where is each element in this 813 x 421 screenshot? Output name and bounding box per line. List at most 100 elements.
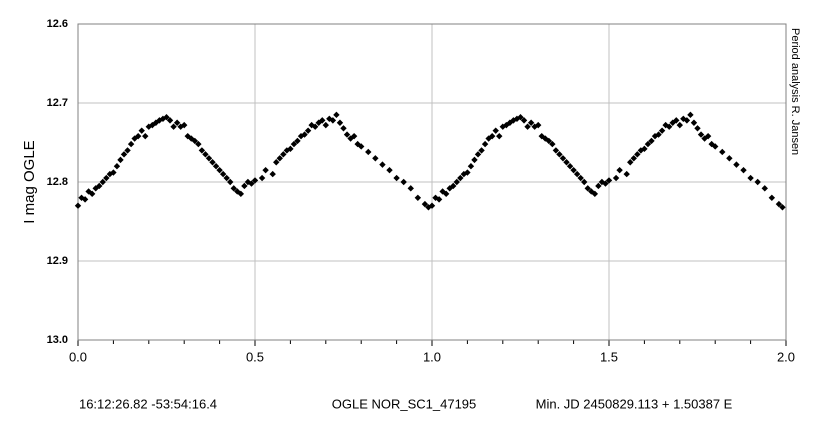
- data-point: [655, 131, 662, 138]
- data-point: [457, 174, 464, 182]
- data-point: [467, 163, 475, 170]
- data-point: [110, 169, 117, 176]
- data-point: [566, 163, 574, 170]
- data-point: [322, 121, 329, 129]
- data-point: [166, 117, 174, 124]
- data-point: [740, 166, 747, 174]
- data-point: [676, 121, 683, 129]
- data-point: [212, 163, 220, 170]
- side-note: Period analysis R. Jansen: [789, 28, 801, 155]
- data-point: [577, 174, 584, 182]
- data-point: [641, 145, 648, 153]
- data-point: [559, 155, 567, 162]
- data-point: [191, 137, 199, 145]
- data-point: [598, 178, 606, 186]
- y-tick-label: 12.8: [47, 176, 68, 188]
- data-point: [694, 125, 701, 132]
- data-point: [319, 117, 326, 124]
- data-point: [704, 132, 712, 140]
- data-point: [450, 182, 457, 190]
- data-point: [510, 117, 517, 124]
- data-point: [570, 166, 577, 174]
- data-point: [669, 119, 676, 126]
- data-point: [219, 170, 227, 178]
- data-point: [230, 185, 237, 192]
- data-point: [177, 123, 184, 130]
- data-point: [407, 185, 414, 192]
- data-point: [386, 166, 393, 174]
- data-point: [517, 114, 524, 121]
- data-point: [775, 200, 783, 208]
- data-point: [113, 163, 121, 170]
- data-point: [340, 125, 347, 132]
- data-point: [474, 151, 482, 158]
- data-point: [294, 137, 301, 145]
- data-point: [372, 155, 379, 162]
- data-point: [195, 140, 202, 148]
- data-point: [435, 196, 443, 203]
- data-point: [400, 178, 407, 186]
- data-point: [223, 174, 230, 182]
- data-point: [269, 170, 276, 178]
- data-point: [673, 117, 680, 124]
- data-point: [733, 161, 740, 168]
- data-point: [634, 151, 641, 158]
- data-point: [365, 148, 372, 156]
- data-point: [216, 166, 223, 174]
- data-point: [563, 159, 570, 166]
- data-point: [665, 123, 673, 130]
- data-point: [124, 147, 131, 154]
- data-point: [205, 155, 213, 162]
- data-point: [481, 140, 489, 148]
- data-point: [425, 204, 432, 211]
- data-point: [280, 151, 287, 158]
- data-point: [358, 143, 365, 150]
- data-point: [442, 190, 450, 198]
- data-point: [630, 155, 637, 162]
- data-point: [336, 119, 344, 126]
- data-point: [605, 177, 613, 184]
- data-point: [453, 178, 460, 186]
- data-point: [181, 121, 188, 129]
- data-point: [527, 119, 535, 126]
- data-point: [127, 140, 135, 148]
- data-point: [591, 190, 599, 198]
- x-tick-label: 0.0: [69, 349, 87, 364]
- x-tick-label: 2.0: [777, 349, 795, 364]
- x-tick-label: 1.0: [423, 349, 441, 364]
- y-tick-label: 12.7: [47, 97, 68, 109]
- data-point: [545, 137, 553, 145]
- footer-star: OGLE NOR_SC1_47195: [332, 396, 477, 411]
- x-tick-label: 0.5: [246, 349, 264, 364]
- data-point: [556, 151, 563, 158]
- data-point: [262, 166, 269, 174]
- data-point: [520, 117, 528, 124]
- data-point: [588, 188, 595, 195]
- data-point: [428, 202, 436, 209]
- data-point: [616, 166, 623, 174]
- data-point: [198, 147, 206, 154]
- data-point: [138, 127, 145, 134]
- data-point: [496, 132, 503, 140]
- data-point: [595, 182, 602, 190]
- y-tick-label: 12.9: [47, 255, 68, 267]
- data-point: [273, 159, 280, 166]
- data-point: [644, 140, 652, 148]
- data-point: [687, 111, 694, 119]
- data-point: [627, 159, 634, 166]
- y-tick-label: 13.0: [47, 334, 68, 346]
- data-point: [173, 119, 181, 126]
- data-point: [350, 132, 358, 140]
- data-point: [768, 194, 776, 201]
- data-point: [552, 147, 560, 154]
- data-point: [761, 185, 768, 192]
- plot-frame: [77, 23, 787, 341]
- data-point: [658, 127, 666, 134]
- data-point: [209, 159, 216, 166]
- data-point: [719, 148, 726, 156]
- data-point: [712, 143, 719, 150]
- data-point: [241, 182, 248, 190]
- data-point: [602, 180, 609, 187]
